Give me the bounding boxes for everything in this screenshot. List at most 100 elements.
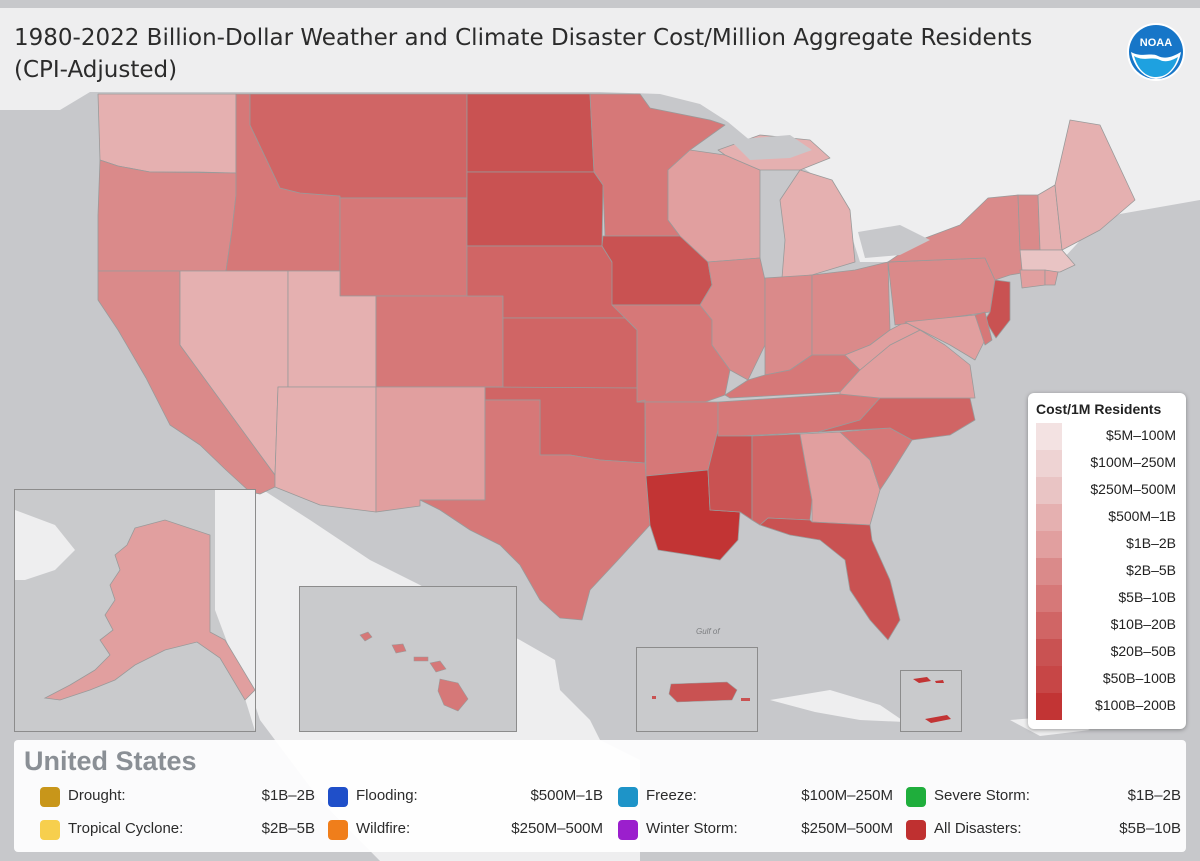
legend-label: $100M–250M <box>1090 454 1176 470</box>
state-arizona <box>274 386 377 513</box>
state-colorado <box>375 295 504 388</box>
stat-label: Freeze: <box>646 787 697 804</box>
legend-swatch <box>1036 504 1062 531</box>
summary-panel: United States Drought: $1B–2B Flooding: … <box>14 740 1186 852</box>
logo-text: NOAA <box>1140 37 1172 49</box>
hawaii-inset[interactable] <box>299 586 517 732</box>
island-st-john <box>935 680 944 683</box>
island-oahu <box>391 643 407 654</box>
stat-drought[interactable]: Drought: $1B–2B <box>40 784 315 808</box>
state-kansas <box>502 317 638 389</box>
virgin-islands-inset-map <box>913 677 951 723</box>
legend-item[interactable]: $5M–100M <box>1036 423 1178 450</box>
legend-label: $250M–500M <box>1090 481 1176 497</box>
legend-item[interactable]: $10B–20B <box>1036 612 1178 639</box>
legend-item[interactable]: $250M–500M <box>1036 477 1178 504</box>
basemap <box>0 8 1200 861</box>
legend-item[interactable]: $1B–2B <box>1036 531 1178 558</box>
stat-label: Tropical Cyclone: <box>68 820 184 837</box>
noaa-logo-icon[interactable]: NOAA <box>1126 22 1186 82</box>
stat-label: All Disasters: <box>934 820 1022 837</box>
state-arkansas <box>636 399 719 477</box>
stat-label: Flooding: <box>356 787 418 804</box>
state-michigan <box>779 169 856 279</box>
legend: Cost/1M Residents $5M–100M $100M–250M $2… <box>1028 393 1186 729</box>
russia-land <box>15 510 75 580</box>
stat-flooding[interactable]: Flooding: $500M–1B <box>328 784 603 808</box>
island-st-thomas <box>913 677 931 683</box>
state-delaware <box>974 311 993 346</box>
freeze-swatch-icon <box>618 787 638 807</box>
tropical-cyclone-swatch-icon <box>40 820 60 840</box>
great-lakes <box>730 135 930 262</box>
state-connecticut <box>1019 269 1046 289</box>
virgin-islands-inset[interactable] <box>900 670 962 732</box>
state-oregon <box>97 159 237 272</box>
stat-severe-storm[interactable]: Severe Storm: $1B–2B <box>906 784 1181 808</box>
conus <box>97 93 1136 641</box>
state-vermont <box>1017 194 1041 251</box>
state-south-dakota <box>466 171 604 247</box>
state-wyoming <box>339 197 468 297</box>
stat-value: $250M–500M <box>801 820 893 837</box>
state-north-carolina <box>817 397 976 441</box>
legend-swatch <box>1036 639 1062 666</box>
legend-item[interactable]: $50B–100B <box>1036 666 1178 693</box>
stat-value: $1B–2B <box>261 787 315 804</box>
stat-value: $250M–500M <box>511 820 603 837</box>
legend-item[interactable]: $500M–1B <box>1036 504 1178 531</box>
wildfire-swatch-icon <box>328 820 348 840</box>
puerto-rico-inset[interactable] <box>636 647 758 732</box>
legend-label: $10B–20B <box>1110 616 1176 632</box>
state-illinois <box>699 257 766 381</box>
map-title: 1980-2022 Billion-Dollar Weather and Cli… <box>14 22 1032 86</box>
state-montana <box>249 93 468 199</box>
state-alaska <box>43 519 255 701</box>
stat-winter-storm[interactable]: Winter Storm: $250M–500M <box>618 817 893 841</box>
legend-label: $20B–50B <box>1110 643 1176 659</box>
stat-value: $1B–2B <box>1127 787 1181 804</box>
state-north-dakota <box>466 93 595 173</box>
puerto-rico-inset-map <box>652 681 750 703</box>
legend-label: $2B–5B <box>1126 562 1176 578</box>
state-new-jersey <box>984 279 1011 339</box>
legend-swatch <box>1036 531 1062 558</box>
legend-item[interactable]: $5B–10B <box>1036 585 1178 612</box>
legend-swatch <box>1036 423 1062 450</box>
legend-item[interactable]: $2B–5B <box>1036 558 1178 585</box>
legend-title: Cost/1M Residents <box>1036 401 1162 417</box>
stat-all-disasters[interactable]: All Disasters: $5B–10B <box>906 817 1181 841</box>
legend-swatch <box>1036 477 1062 504</box>
canada-land <box>215 490 255 731</box>
state-washington <box>97 93 237 174</box>
drought-swatch-icon <box>40 787 60 807</box>
legend-item[interactable]: $20B–50B <box>1036 639 1178 666</box>
island-vieques <box>741 698 750 701</box>
state-massachusetts <box>1019 249 1076 273</box>
stat-label: Severe Storm: <box>934 787 1030 804</box>
legend-label: $5B–10B <box>1118 589 1176 605</box>
legend-item[interactable]: $100M–250M <box>1036 450 1178 477</box>
country-name: United States <box>24 746 197 776</box>
winter-storm-swatch-icon <box>618 820 638 840</box>
canada-land <box>0 8 1200 262</box>
state-rhode-island <box>1044 269 1059 286</box>
alaska-inset[interactable] <box>14 489 256 732</box>
stat-value: $2B–5B <box>261 820 315 837</box>
legend-item[interactable]: $100B–200B <box>1036 693 1178 720</box>
island-hawaii <box>437 678 469 712</box>
stat-label: Winter Storm: <box>646 820 738 837</box>
legend-swatch <box>1036 585 1062 612</box>
stat-tropical-cyclone[interactable]: Tropical Cyclone: $2B–5B <box>40 817 315 841</box>
stat-wildfire[interactable]: Wildfire: $250M–500M <box>328 817 603 841</box>
legend-label: $100B–200B <box>1095 697 1176 713</box>
legend-swatch <box>1036 612 1062 639</box>
legend-swatch <box>1036 666 1062 693</box>
stat-label: Wildfire: <box>356 820 411 837</box>
hawaii-inset-map <box>359 631 469 712</box>
stat-freeze[interactable]: Freeze: $100M–250M <box>618 784 893 808</box>
flooding-swatch-icon <box>328 787 348 807</box>
state-maryland <box>904 314 986 361</box>
alaska-inset-map <box>15 490 255 731</box>
